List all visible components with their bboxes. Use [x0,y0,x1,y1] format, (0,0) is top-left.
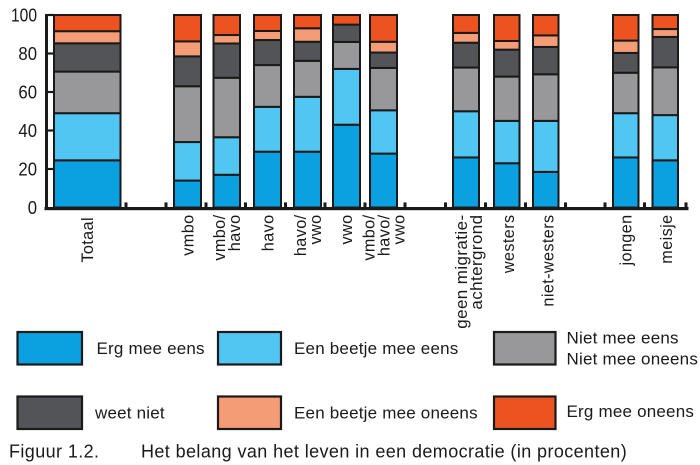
svg-text:vwo: vwo [390,215,408,245]
svg-text:Erg mee eens: Erg mee eens [97,339,205,358]
svg-text:100: 100 [11,5,37,26]
svg-text:80: 80 [18,43,37,64]
svg-text:jongen: jongen [617,215,635,267]
svg-text:havo/: havo/ [375,214,393,256]
svg-text:vmbo: vmbo [179,215,197,256]
svg-text:60: 60 [18,82,37,103]
svg-text:Niet mee eens: Niet mee eens [567,329,679,348]
svg-text:meisje: meisje [658,215,676,264]
svg-text:niet-westers: niet-westers [539,215,557,307]
svg-text:havo: havo [259,215,277,252]
svg-text:Erg mee oneens: Erg mee oneens [567,402,695,421]
svg-text:vmbo/: vmbo/ [211,214,229,260]
svg-text:Een beetje mee oneens: Een beetje mee oneens [294,404,478,423]
svg-text:Het belang van het leven in ee: Het belang van het leven in een democrat… [141,442,627,462]
svg-text:40: 40 [18,120,37,141]
svg-text:vwo: vwo [338,215,356,245]
svg-text:geen migratie-: geen migratie- [452,215,471,329]
svg-text:0: 0 [28,197,37,218]
svg-text:vmbo/: vmbo/ [360,214,378,260]
svg-text:Figuur 1.2.: Figuur 1.2. [9,442,99,462]
svg-text:20: 20 [18,159,37,180]
svg-text:Een beetje mee eens: Een beetje mee eens [294,339,458,358]
svg-text:havo: havo [226,215,244,252]
svg-text:vwo: vwo [307,215,325,245]
svg-text:havo/: havo/ [292,214,310,256]
svg-text:Totaal: Totaal [79,217,97,263]
svg-text:achtergrond: achtergrond [467,215,486,310]
svg-text:westers: westers [500,215,518,275]
svg-text:Niet mee oneens: Niet mee oneens [567,350,699,369]
svg-text:weet niet: weet niet [94,404,165,423]
